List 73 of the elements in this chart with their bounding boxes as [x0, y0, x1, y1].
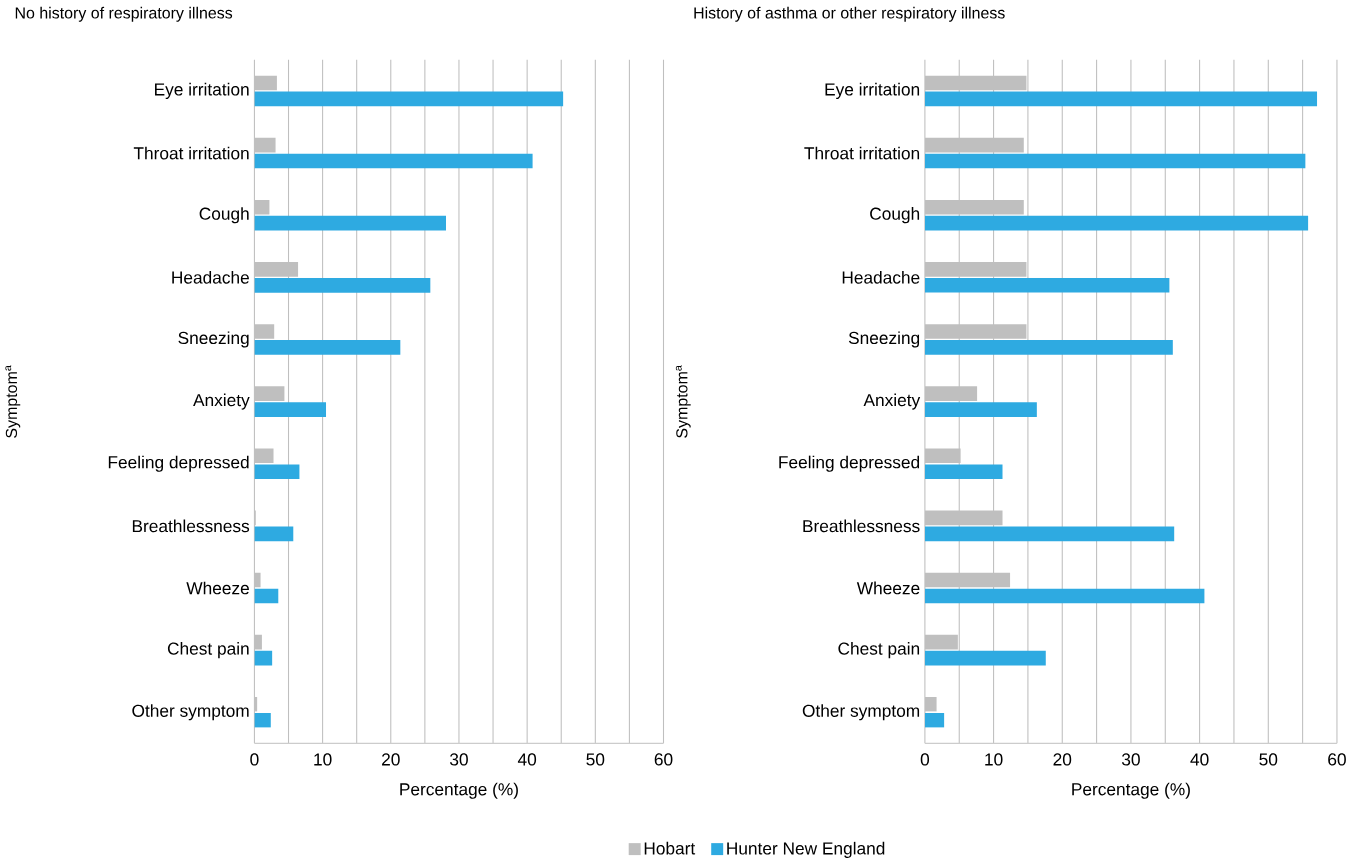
bar [254, 572, 261, 588]
bar [254, 464, 300, 480]
y-tick-label: Feeling depressed [108, 455, 249, 472]
bar [254, 448, 274, 464]
x-tick-label: 30 [450, 753, 468, 766]
legend-label: Hobart [644, 842, 696, 855]
y-tick-label: Headache [842, 271, 920, 284]
bar [254, 324, 275, 339]
bar [254, 200, 270, 215]
bar [254, 278, 431, 293]
bar [254, 91, 564, 107]
x-tick-label: 50 [1259, 753, 1278, 766]
bar [254, 137, 276, 153]
y-tick-label: Feeling depressed [779, 455, 920, 472]
legend-label: Hunter New England [727, 842, 885, 859]
bar [924, 216, 1309, 231]
bar [924, 588, 1205, 604]
bar [254, 588, 279, 604]
y-tick-label: Throat irritation [804, 146, 920, 160]
bar [924, 278, 1170, 293]
x-tick-label: 30 [1121, 753, 1140, 766]
x-tick-label: 50 [586, 753, 605, 766]
x-tick-label: 40 [1190, 753, 1209, 766]
bar [254, 75, 277, 91]
bar [254, 216, 447, 231]
x-tick-label: 10 [314, 753, 332, 766]
bar [924, 650, 1046, 666]
y-tick-label: Wheeze [856, 581, 920, 595]
y-tick-label: Sneezing [178, 331, 249, 348]
x-tick-label: 60 [1328, 753, 1346, 766]
y-tick-label: Throat irritation [133, 146, 249, 160]
x-tick-label: 0 [250, 753, 259, 766]
chart-title: History of asthma or other respiratory illness [694, 7, 1005, 22]
bar [254, 713, 271, 728]
y-axis-title: Symptom$^{a}$ [5, 365, 21, 439]
x-tick-label: 20 [1053, 753, 1072, 766]
x-axis-title: Percentage (%) [400, 782, 518, 799]
y-tick-label: Other symptom [802, 704, 920, 721]
y-tick-label: Wheeze [186, 581, 249, 595]
bar [924, 91, 1318, 107]
y-axis-title: Symptom$^{a}$ [675, 365, 691, 439]
bar [254, 340, 401, 355]
y-tick-label: Anxiety [863, 393, 921, 410]
y-tick-label: Anxiety [193, 393, 250, 410]
x-tick-label: 20 [382, 753, 400, 766]
y-tick-label: Other symptom [132, 704, 249, 721]
bar [924, 526, 1175, 542]
y-tick-label: Headache [172, 271, 249, 284]
bar [924, 713, 945, 728]
text: No history of respiratory illness [15, 7, 233, 22]
y-tick-label: Breathlessness [132, 519, 250, 533]
x-tick-label: 10 [985, 753, 1003, 766]
bar [254, 153, 533, 169]
bar [254, 650, 273, 666]
x-tick-label: 40 [517, 753, 537, 766]
y-tick-label: Breathlessness [803, 519, 920, 533]
bar [924, 402, 1037, 418]
bar [254, 386, 285, 402]
bar [924, 340, 1173, 355]
y-tick-label: Cough [870, 207, 920, 224]
y-tick-label: Chest pain [167, 642, 249, 659]
bar [254, 402, 327, 418]
y-tick-label: Chest pain [838, 642, 920, 659]
bar [924, 153, 1306, 169]
y-tick-label: Eye irritation [825, 83, 920, 100]
x-tick-label: 0 [920, 753, 930, 766]
x-tick-label: 60 [654, 753, 673, 766]
x-axis-title: Percentage (%) [1072, 782, 1190, 799]
y-tick-label: Cough [199, 207, 249, 224]
y-tick-label: Eye irritation [155, 83, 249, 100]
bar [254, 526, 294, 542]
bar [924, 464, 1003, 480]
y-tick-label: Sneezing [848, 331, 920, 348]
